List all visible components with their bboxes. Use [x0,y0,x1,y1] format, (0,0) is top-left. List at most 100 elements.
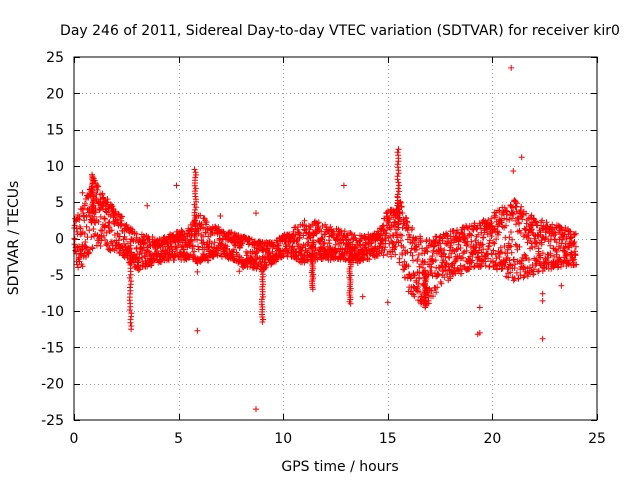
data-point [413,246,420,253]
data-point [398,232,405,239]
data-point [317,247,323,254]
data-point [101,223,108,230]
data-point [353,243,360,250]
x-tick-label: 20 [483,431,501,447]
data-point [125,224,132,231]
data-point [430,293,436,300]
data-point [519,212,526,219]
data-point [416,275,423,282]
data-point [392,243,399,250]
data-point [75,255,82,262]
data-point [438,245,444,252]
data-point [318,228,325,235]
y-tick-label: 5 [55,195,64,211]
data-point [404,219,411,226]
data-point [509,236,516,243]
data-point [469,257,476,264]
data-point [507,243,514,250]
data-point [549,221,556,228]
data-point [534,240,541,247]
data-point [518,154,525,161]
data-point [411,293,418,300]
data-point [387,226,394,233]
data-point [192,174,199,181]
data-point [514,200,520,207]
x-tick-label: 15 [379,431,397,447]
data-point [553,248,560,255]
data-point [535,245,542,252]
data-point [253,406,259,413]
data-point [488,233,495,240]
data-point [332,241,339,248]
data-point [493,236,500,243]
x-axis-label: GPS time / hours [281,459,398,475]
data-point [539,290,546,297]
data-point [539,297,546,304]
data-point [396,255,403,262]
data-point [531,218,538,225]
data-point [383,230,390,237]
data-point [203,219,210,225]
data-point [485,255,491,262]
data-point [83,223,90,230]
data-point [422,304,429,311]
data-point [457,245,464,251]
data-point [511,256,518,263]
y-tick-label: -10 [41,304,64,320]
data-point [531,235,538,242]
data-point [512,261,518,268]
data-point [95,183,102,190]
data-point [123,236,130,243]
data-point [187,238,194,245]
data-point [335,231,342,238]
data-point [211,239,218,246]
data-point [274,255,281,262]
data-point [97,213,104,220]
data-point [571,231,578,238]
data-point [441,274,448,281]
data-point [509,215,516,222]
data-point [202,229,209,236]
data-point [429,253,436,259]
data-point [428,287,435,294]
data-point [447,275,454,282]
data-point [539,335,546,342]
data-point [127,281,134,288]
data-point [411,272,418,279]
data-point [558,226,565,233]
data-point [528,212,535,219]
data-point [434,284,441,291]
data-point [83,213,90,220]
chart-title: Day 246 of 2011, Sidereal Day-to-day VTE… [60,23,620,39]
data-point [513,208,520,215]
data-point [457,262,464,269]
data-point [512,241,519,248]
data-point [321,231,328,238]
data-point [105,224,112,231]
data-point [192,169,199,176]
data-point [517,230,524,236]
data-point [374,253,381,259]
data-point [508,249,515,256]
data-point [478,249,485,256]
data-point [450,228,457,234]
data-point [503,256,510,262]
data-point [275,242,282,249]
data-point [89,245,96,252]
data-point [126,307,133,313]
data-point [468,232,475,239]
data-point [102,216,108,222]
data-point [564,258,571,265]
data-point [451,258,458,265]
data-point [90,177,97,184]
data-point [217,213,224,219]
data-point [315,219,322,226]
data-point [173,182,180,189]
data-point [485,243,492,250]
data-point [347,300,354,307]
data-point [459,230,466,237]
data-point [392,251,399,258]
data-point [436,237,443,244]
data-point [497,218,504,225]
data-point [508,64,515,71]
